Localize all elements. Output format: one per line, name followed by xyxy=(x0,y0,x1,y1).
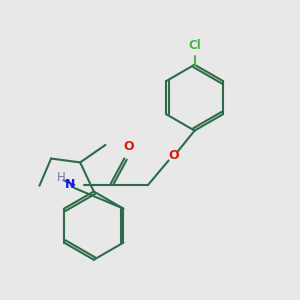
Text: O: O xyxy=(168,149,178,162)
Text: Cl: Cl xyxy=(188,39,201,52)
Text: N: N xyxy=(65,178,75,191)
Text: H: H xyxy=(56,171,65,184)
Text: O: O xyxy=(123,140,134,153)
